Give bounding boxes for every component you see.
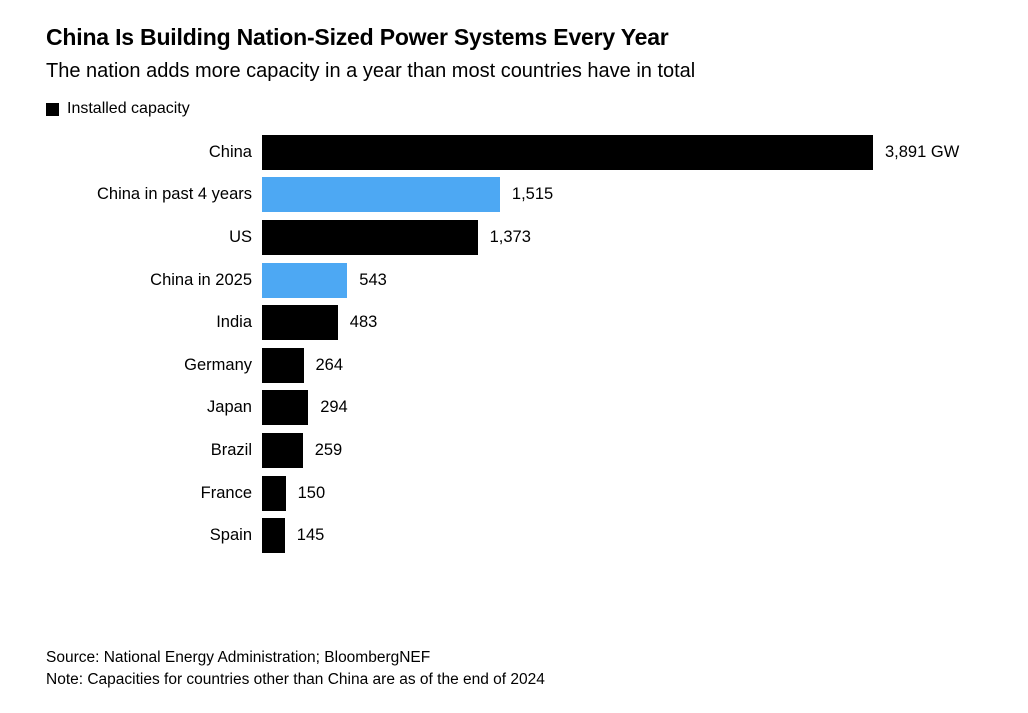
value-label: 150 <box>297 483 326 502</box>
legend-swatch-icon <box>46 102 59 116</box>
bar <box>262 475 286 511</box>
chart-row: China 3,891 GW <box>46 131 1028 174</box>
value-label: 145 <box>296 526 325 545</box>
bar <box>262 262 348 298</box>
category-label: China in past 4 years <box>96 185 252 204</box>
chart-row: India 483 <box>46 301 1028 344</box>
chart-rows: China 3,891 GW China in past 4 years 1,515 U… <box>46 131 1028 557</box>
chart-row: Japan 294 <box>46 387 1028 430</box>
value-label: 1,515 <box>511 185 554 204</box>
bar <box>262 134 873 170</box>
chart-subtitle: The nation adds more capacity in a year … <box>46 60 696 82</box>
chart-row: Brazil 259 <box>46 429 1028 472</box>
value-label: 543 <box>359 270 387 289</box>
bar <box>262 518 285 554</box>
chart-row: France 150 <box>46 472 1028 515</box>
bar <box>262 305 338 341</box>
value-label: 1,373 <box>489 227 531 246</box>
bar <box>262 432 303 468</box>
category-label: Brazil <box>210 440 252 459</box>
value-label: 3,891 GW <box>885 142 960 161</box>
category-label: China in 2025 <box>150 270 252 289</box>
note-text: Note: Capacities for countries other tha… <box>46 670 545 688</box>
category-label: US <box>229 227 252 246</box>
bar <box>262 219 478 255</box>
bar <box>262 347 304 383</box>
value-label: 264 <box>315 355 344 374</box>
category-label: India <box>216 313 252 332</box>
value-label: 259 <box>314 440 343 459</box>
chart-row: Germany 264 <box>46 344 1028 387</box>
chart-row: China in 2025 543 <box>46 259 1028 302</box>
value-label: 483 <box>349 313 378 332</box>
chart-footer: Source: National Energy Administration; … <box>46 647 545 690</box>
chart-row: China in past 4 years 1,515 <box>46 174 1028 217</box>
chart-row: US 1,373 <box>46 216 1028 259</box>
chart-title: China Is Building Nation-Sized Power Sys… <box>46 24 669 50</box>
category-label: Spain <box>209 526 252 545</box>
legend-label: Installed capacity <box>67 100 190 117</box>
source-text: Source: National Energy Administration; … <box>46 649 431 666</box>
bar <box>262 390 309 426</box>
category-label: France <box>200 483 252 502</box>
chart-row: Spain 145 <box>46 514 1028 557</box>
value-label: 294 <box>320 398 348 417</box>
category-label: China <box>208 142 252 161</box>
bar <box>262 177 500 213</box>
bar-chart: China 3,891 GW China in past 4 years 1,515 U… <box>46 131 1028 557</box>
legend: Installed capacity <box>46 100 1028 118</box>
category-label: Japan <box>207 398 252 417</box>
category-label: Germany <box>184 355 252 374</box>
